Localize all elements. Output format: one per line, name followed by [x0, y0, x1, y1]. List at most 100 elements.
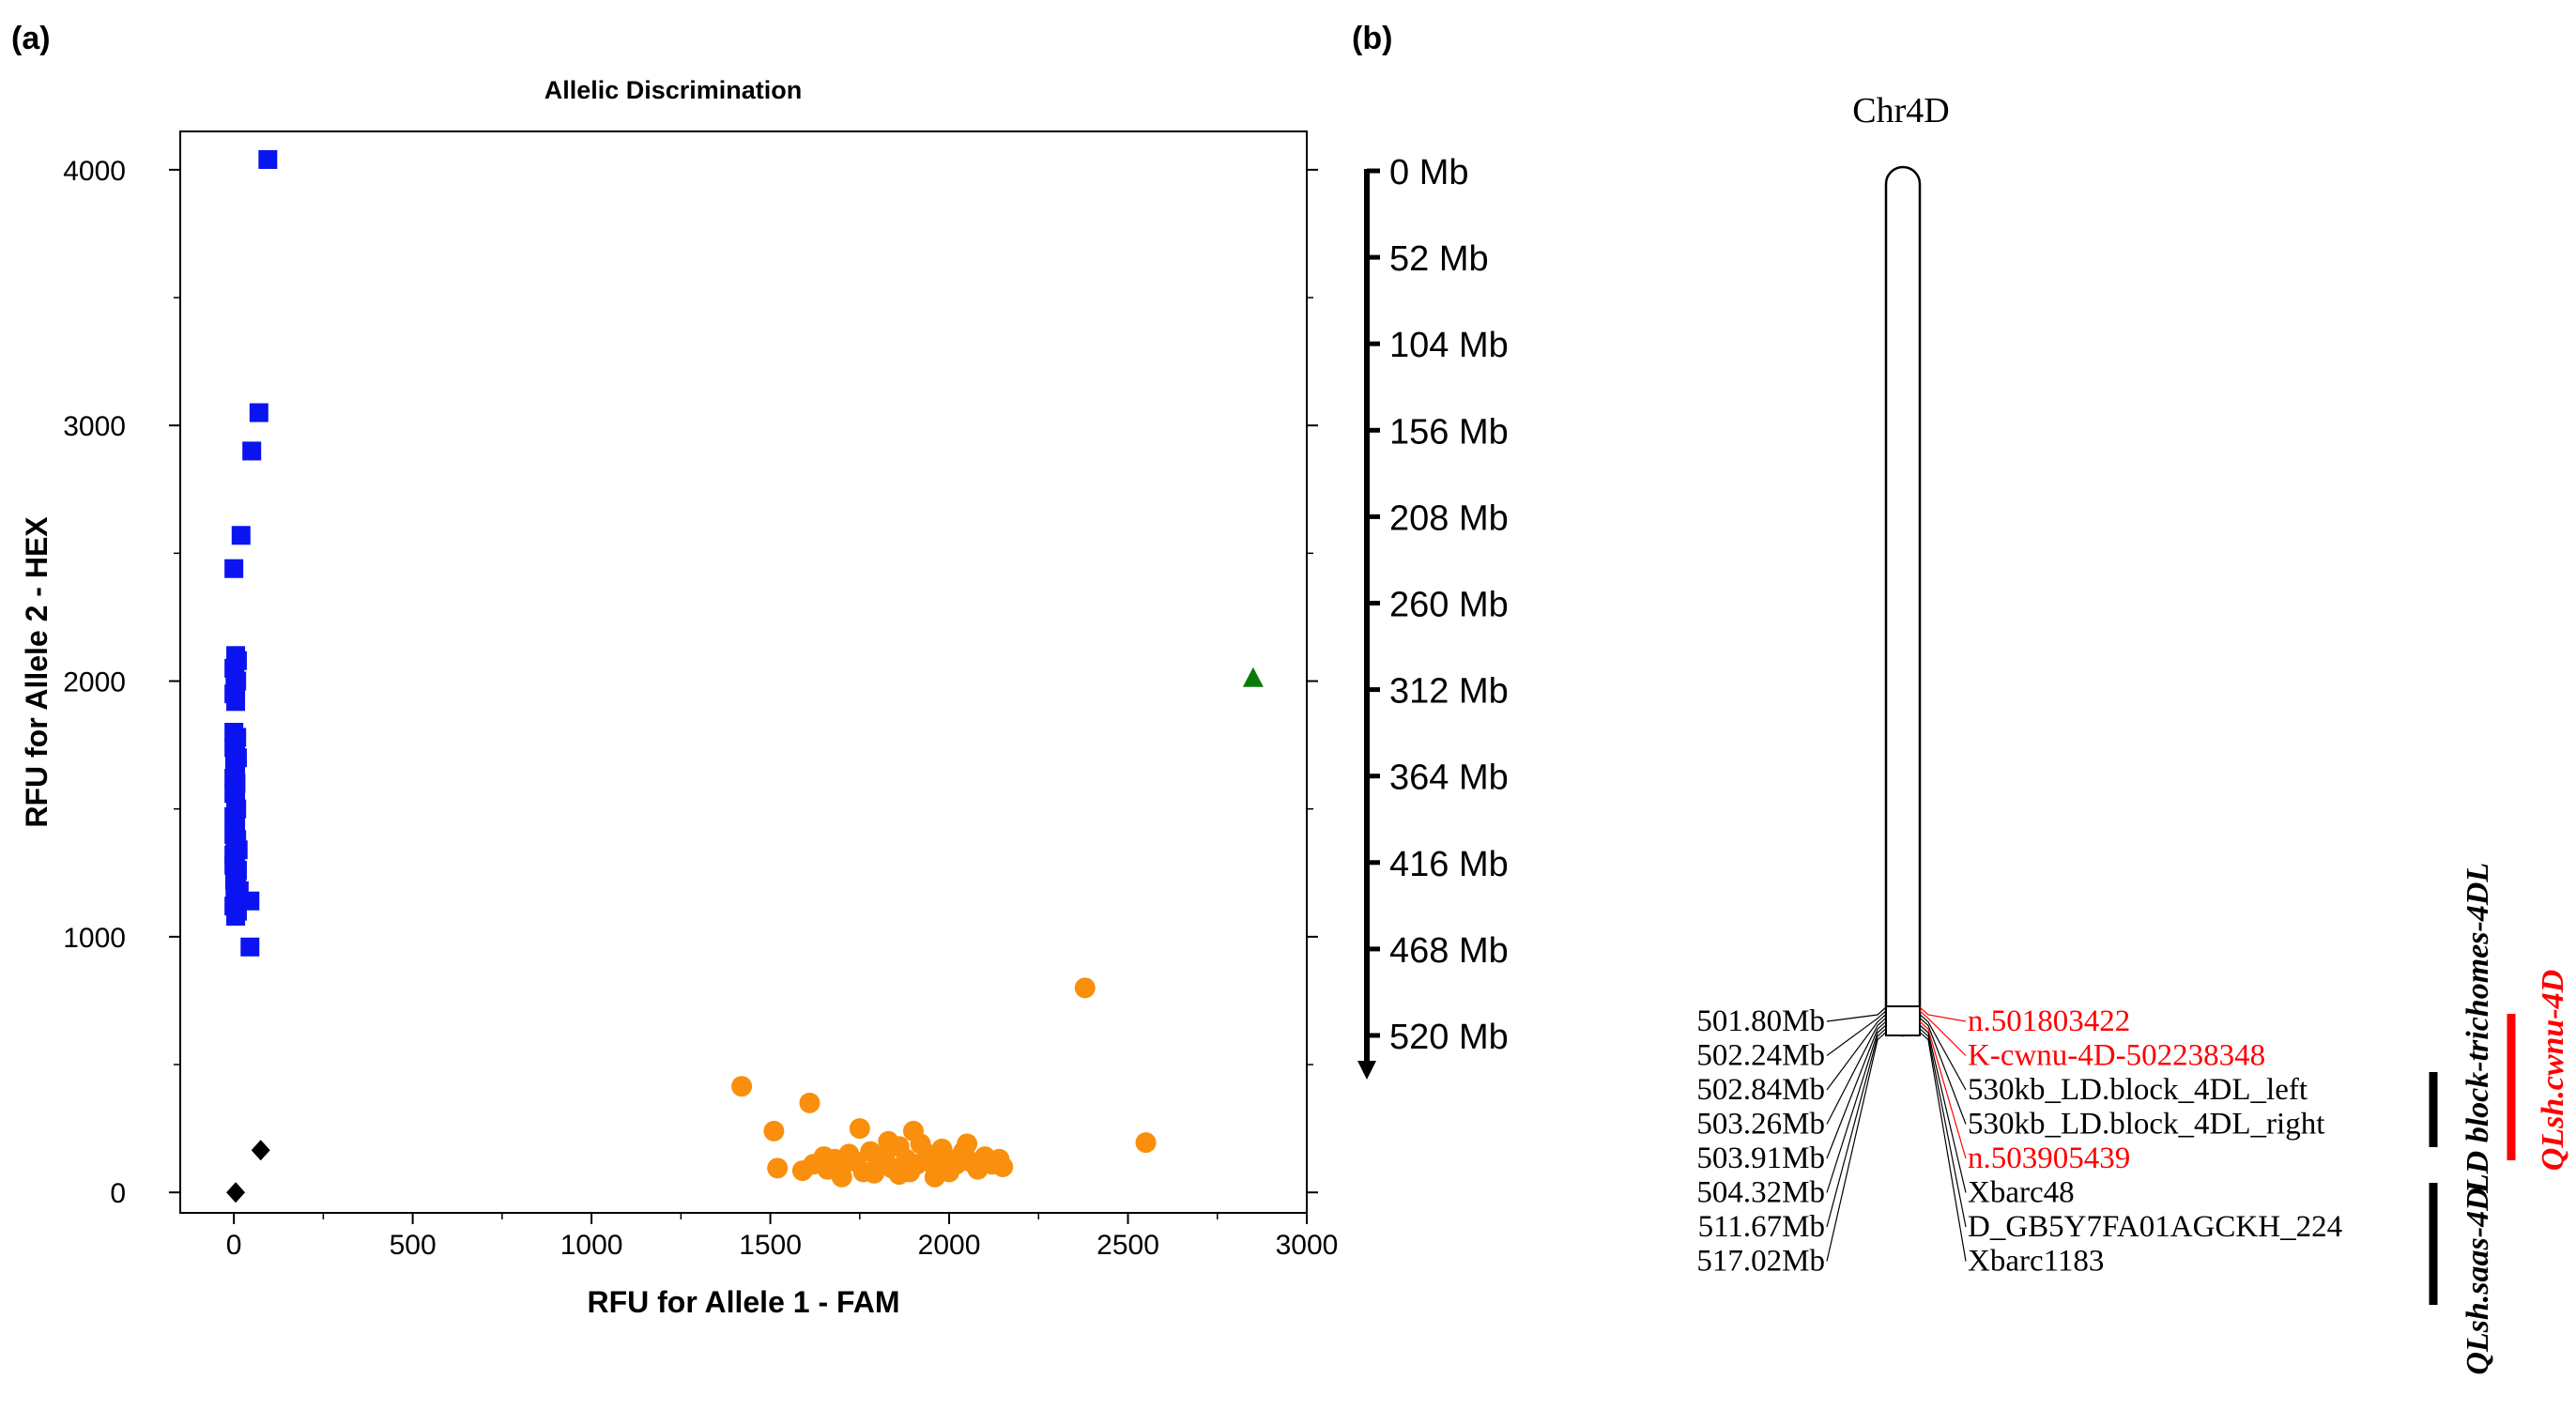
point-diamond-ntc — [251, 1140, 270, 1161]
marker-connector — [1919, 1017, 1967, 1125]
chromosome-body — [1884, 165, 1922, 1037]
point-square-hex — [258, 149, 278, 169]
position-connector — [1826, 1014, 1887, 1091]
scale-arrow-icon — [1357, 1061, 1376, 1080]
position-label: 511.67Mb — [1698, 1210, 1825, 1244]
point-circle-fam — [989, 1148, 1010, 1170]
point-circle-fam — [799, 1092, 820, 1113]
point-circle-fam — [878, 1130, 899, 1152]
point-circle-fam — [864, 1162, 885, 1184]
point-circle-fam — [763, 1120, 785, 1142]
scale-tick-label: 364 Mb — [1389, 759, 1509, 798]
scale-tick-label: 416 Mb — [1389, 845, 1509, 884]
plot-area — [179, 130, 1308, 1214]
chart-title: Allelic Discrimination — [544, 76, 803, 104]
y-tick-label: 2000 — [63, 667, 126, 698]
interval-label-qlsh-cwnu: QLsh.cwnu-4D — [2536, 970, 2570, 1171]
point-square-hex — [242, 441, 262, 461]
marker-connector — [1919, 1014, 1967, 1091]
x-tick-label: 2000 — [918, 1230, 981, 1261]
scale-tick-label: 0 Mb — [1389, 153, 1468, 192]
interval-label-qlsh-saas: QLsh.saas-4D — [2461, 1188, 2495, 1374]
position-labels: 501.80Mb502.24Mb502.84Mb503.26Mb503.91Mb… — [1696, 1004, 1825, 1279]
scale-tick-label: 52 Mb — [1389, 239, 1489, 279]
position-connector — [1826, 1024, 1887, 1193]
interval-label-ld-block: LD block-trichomes-4DL — [2461, 863, 2495, 1194]
scale-tick-label: 312 Mb — [1389, 672, 1509, 712]
panel-b: (b) 0 Mb 52 Mb 104 Mb 156 Mb 208 Mb 260 Mb 312… — [1352, 21, 2570, 1375]
point-circle-fam — [767, 1157, 789, 1179]
marker-label: K-cwnu-4D-502238348 — [1968, 1039, 2265, 1073]
y-tick-label: 3000 — [63, 411, 126, 442]
x-tick-label: 0 — [226, 1230, 242, 1261]
position-connector — [1826, 1017, 1887, 1125]
scale-tick-label: 468 Mb — [1389, 931, 1509, 971]
marker-connector — [1919, 1024, 1967, 1193]
marker-label: D_GB5Y7FA01AGCKH_224 — [1968, 1210, 2342, 1244]
y-axis-label: RFU for Allele 2 - HEX — [20, 516, 54, 828]
marker-connector — [1919, 1010, 1967, 1056]
x-axis-label: RFU for Allele 1 - FAM — [587, 1285, 899, 1319]
x-tick-label: 3000 — [1276, 1230, 1339, 1261]
position-connector — [1826, 1010, 1887, 1056]
point-circle-fam — [849, 1118, 870, 1140]
x-axis: 0 500 1000 1500 2000 2500 3000 — [226, 1213, 1339, 1261]
point-square-hex — [240, 937, 260, 957]
data-points — [224, 149, 1264, 1203]
position-label: 502.24Mb — [1696, 1039, 1825, 1073]
y-tick-label: 4000 — [63, 156, 126, 187]
y-axis: 0 1000 2000 3000 4000 — [63, 156, 1318, 1209]
chromosome-target-region — [1885, 1005, 1921, 1036]
position-connector — [1826, 1028, 1887, 1228]
point-circle-fam — [939, 1161, 960, 1183]
point-circle-fam — [899, 1161, 921, 1183]
marker-connector — [1919, 1020, 1967, 1159]
point-circle-fam — [957, 1133, 978, 1155]
position-label: 504.32Mb — [1696, 1176, 1825, 1210]
point-triangle-unknown — [1242, 667, 1264, 687]
panel-a: (a) Allelic Discrimination 0 500 1000 1500 2… — [11, 21, 1338, 1319]
y-tick-label: 0 — [110, 1178, 126, 1209]
position-connector — [1826, 1006, 1887, 1022]
scale-tick-label: 156 Mb — [1389, 412, 1509, 452]
point-circle-fam — [831, 1166, 852, 1188]
marker-label: n.501803422 — [1968, 1004, 2130, 1038]
position-label: 502.84Mb — [1696, 1073, 1825, 1107]
panel-a-label: (a) — [11, 21, 51, 56]
position-label: 503.26Mb — [1696, 1108, 1825, 1142]
point-circle-fam — [1074, 977, 1096, 999]
point-diamond-ntc — [226, 1182, 246, 1203]
marker-connectors — [1826, 1006, 1967, 1262]
marker-label: Xbarc48 — [1968, 1176, 2075, 1210]
physical-scale: 0 Mb 52 Mb 104 Mb 156 Mb 208 Mb 260 Mb 312 Mb 3… — [1357, 153, 1509, 1080]
marker-labels: n.501803422K-cwnu-4D-502238348530kb_LD.b… — [1968, 1004, 2342, 1279]
point-square-hex — [226, 907, 246, 927]
point-square-hex — [249, 403, 268, 422]
scale-tick-label: 104 Mb — [1389, 326, 1509, 365]
point-square-hex — [231, 526, 251, 545]
x-tick-label: 1000 — [560, 1230, 623, 1261]
point-square-hex — [226, 692, 246, 712]
marker-connector — [1919, 1032, 1967, 1262]
point-circle-fam — [1135, 1132, 1157, 1154]
point-circle-fam — [731, 1076, 753, 1097]
scale-tick-label: 208 Mb — [1389, 498, 1509, 538]
marker-label: n.503905439 — [1968, 1142, 2130, 1175]
marker-label: 530kb_LD.block_4DL_left — [1968, 1073, 2308, 1107]
marker-label: 530kb_LD.block_4DL_right — [1968, 1108, 2324, 1142]
x-tick-label: 2500 — [1096, 1230, 1159, 1261]
point-circle-fam — [813, 1146, 835, 1168]
position-connector — [1826, 1020, 1887, 1159]
scale-tick-label: 260 Mb — [1389, 586, 1509, 625]
position-label: 517.02Mb — [1696, 1245, 1825, 1279]
marker-label: Xbarc1183 — [1968, 1245, 2104, 1279]
marker-connector — [1919, 1006, 1967, 1022]
marker-connector — [1919, 1028, 1967, 1228]
y-tick-label: 1000 — [63, 923, 126, 954]
position-label: 501.80Mb — [1696, 1004, 1825, 1038]
position-label: 503.91Mb — [1696, 1142, 1825, 1175]
x-tick-label: 500 — [390, 1230, 437, 1261]
x-tick-label: 1500 — [739, 1230, 802, 1261]
panel-b-label: (b) — [1352, 21, 1392, 56]
